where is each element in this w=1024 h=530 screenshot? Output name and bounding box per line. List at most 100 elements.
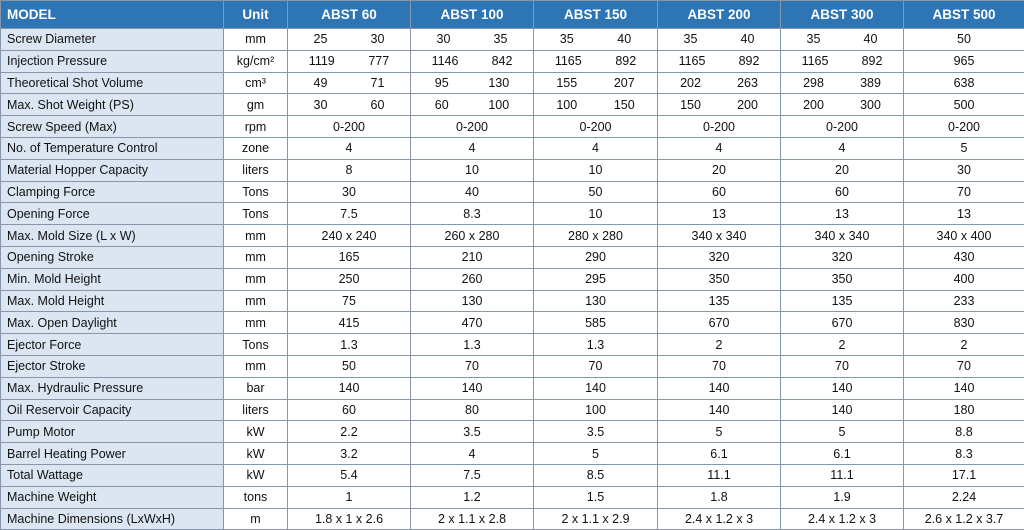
value-cell: 140 (657, 376, 781, 400)
value-cell: 0-200 (287, 115, 411, 138)
table-row: Theoretical Shot Volume cm³ 49 71 95 130 155 20… (0, 71, 1024, 95)
value-cell: 670 (780, 311, 904, 335)
value: 100 (556, 97, 578, 112)
value-cell: 50 (533, 180, 658, 204)
value: 40 (863, 32, 878, 47)
unit-cell: tons (223, 485, 288, 509)
value-cell: 1119 777 (287, 49, 411, 73)
value: 207 (613, 75, 635, 90)
value-cell: 2.24 (903, 485, 1024, 509)
value-cell: 638 (903, 71, 1024, 95)
unit-cell: m (223, 507, 288, 530)
value-cell: 5 (657, 420, 781, 444)
row-label: Total Wattage (0, 463, 224, 487)
header-row: MODEL Unit ABST 60 ABST 100 ABST 150 ABST 200… (0, 0, 1024, 29)
value-cell: 17.1 (903, 463, 1024, 487)
value-cell: 13 (657, 202, 781, 226)
row-label: Material Hopper Capacity (0, 158, 224, 182)
value-cell: 260 (410, 267, 534, 291)
value-cell: 100 150 (533, 93, 658, 117)
header-cell: ABST 150 (533, 0, 658, 29)
value: 100 (488, 97, 510, 112)
value-cell: 140 (780, 398, 904, 422)
unit-cell: liters (223, 398, 288, 422)
value-cell: 5 (780, 420, 904, 444)
table-row: Screw Speed (Max) rpm 0-200 0-200 0-200 0-200… (0, 115, 1024, 138)
value-cell: 70 (657, 354, 781, 378)
value-cell: 10 (410, 158, 534, 182)
value: 150 (680, 97, 701, 112)
value-cell: 4 (410, 442, 534, 465)
value-cell: 1165 892 (657, 49, 781, 73)
value-cell: 11.1 (657, 463, 781, 487)
value-cell: 140 (657, 398, 781, 422)
table-row: Max. Hydraulic Pressure bar 140 140 140 140 14… (0, 376, 1024, 400)
unit-cell: cm³ (223, 71, 288, 95)
value: 892 (615, 54, 637, 69)
row-label: Injection Pressure (0, 49, 224, 73)
value-cell: 2 (903, 333, 1024, 356)
value-cell: 140 (287, 376, 411, 400)
value: 35 (559, 32, 574, 47)
value-cell: 80 (410, 398, 534, 422)
unit-cell: mm (223, 28, 288, 51)
value-cell: 50 (903, 28, 1024, 51)
value-cell: 6.1 (657, 442, 781, 465)
value: 1165 (554, 54, 582, 69)
value-cell: 60 (657, 180, 781, 204)
value: 1165 (678, 54, 706, 69)
unit-cell: Tons (223, 333, 288, 356)
value-cell: 20 (657, 158, 781, 182)
unit-cell: gm (223, 93, 288, 117)
value-cell: 25 30 (287, 28, 411, 51)
value-cell: 1.8 (657, 485, 781, 509)
value: 202 (680, 75, 701, 90)
unit-cell: kW (223, 463, 288, 487)
value-cell: 1165 892 (780, 49, 904, 73)
value-cell: 585 (533, 311, 658, 335)
value: 1146 (431, 54, 459, 69)
value-cell: 11.1 (780, 463, 904, 487)
value-cell: 2.6 x 1.2 x 3.7 (903, 507, 1024, 530)
value-cell: 260 x 280 (410, 224, 534, 247)
unit-cell: liters (223, 158, 288, 182)
row-label: Screw Speed (Max) (0, 115, 224, 138)
header-cell: ABST 500 (903, 0, 1024, 29)
unit-cell: rpm (223, 115, 288, 138)
row-label: Ejector Force (0, 333, 224, 356)
value-cell: 1.9 (780, 485, 904, 509)
value-cell: 35 40 (533, 28, 658, 51)
value: 35 (683, 32, 698, 47)
header-cell: ABST 100 (410, 0, 534, 29)
value-cell: 1.2 (410, 485, 534, 509)
value-cell: 350 (780, 267, 904, 291)
row-label: Machine Weight (0, 485, 224, 509)
value-cell: 2 (780, 333, 904, 356)
value-cell: 30 35 (410, 28, 534, 51)
split-values: 30 35 (415, 32, 529, 46)
table-row: Opening Stroke mm 165 210 290 320 320 430 (0, 245, 1024, 269)
row-label: Max. Hydraulic Pressure (0, 376, 224, 400)
value-cell: 95 130 (410, 71, 534, 95)
value: 842 (491, 54, 513, 69)
value-cell: 400 (903, 267, 1024, 291)
value-cell: 290 (533, 245, 658, 269)
value-cell: 1 (287, 485, 411, 509)
header-cell: ABST 200 (657, 0, 781, 29)
value-cell: 40 (410, 180, 534, 204)
value: 155 (556, 75, 578, 90)
value: 71 (370, 75, 385, 90)
table-row: Injection Pressure kg/cm² 1119 777 1146 842 11… (0, 49, 1024, 73)
value-cell: 75 (287, 289, 411, 313)
split-values: 200 300 (785, 98, 899, 112)
table-row: Oil Reservoir Capacity liters 60 80 100 140 14… (0, 398, 1024, 422)
split-values: 1165 892 (785, 54, 899, 68)
value: 40 (740, 32, 755, 47)
row-label: Screw Diameter (0, 28, 224, 51)
value-cell: 4 (410, 136, 534, 160)
table-row: Max. Mold Size (L x W) mm 240 x 240 260 x 2… (0, 224, 1024, 247)
value-cell: 165 (287, 245, 411, 269)
value-cell: 4 (287, 136, 411, 160)
unit-cell: Tons (223, 180, 288, 204)
unit-cell: kg/cm² (223, 49, 288, 73)
